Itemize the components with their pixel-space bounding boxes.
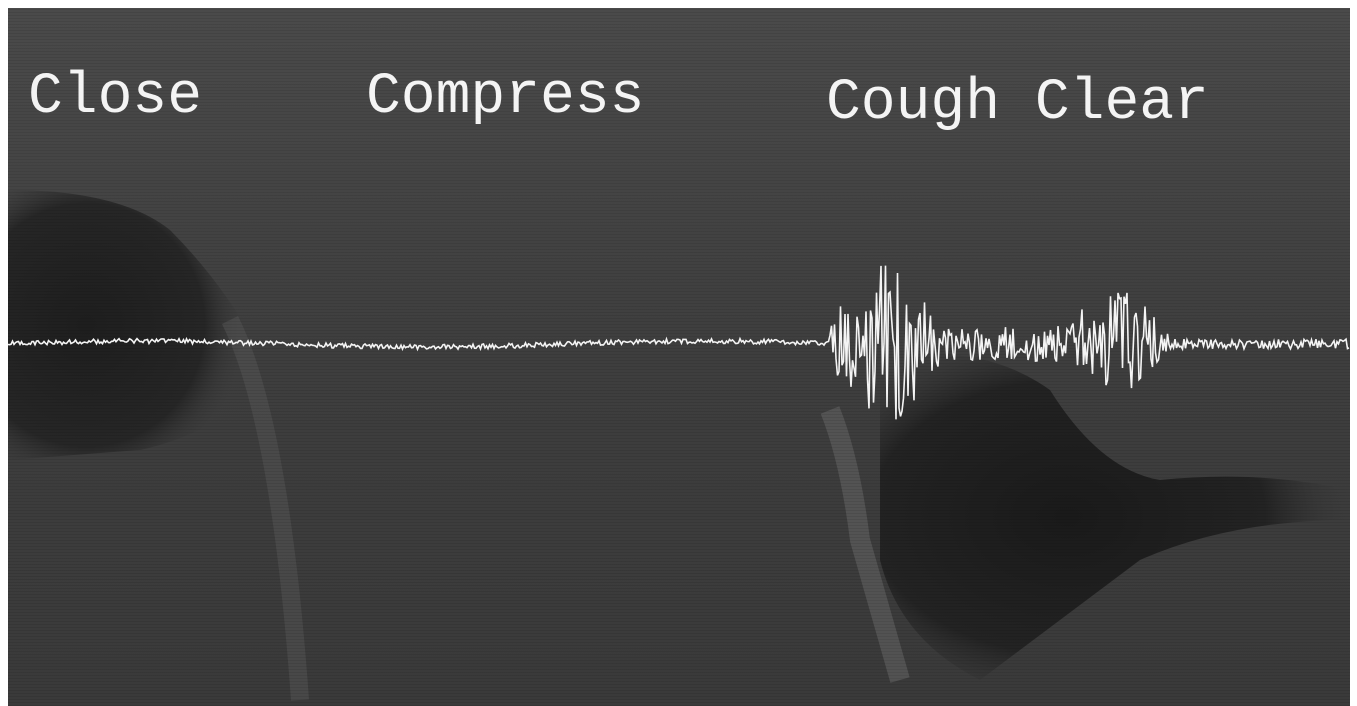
label: Cough Clear	[826, 71, 1209, 136]
waveform	[7, 265, 1350, 420]
label: Close	[28, 65, 202, 130]
label: Compress	[366, 65, 644, 130]
scan-lines	[8, 8, 1350, 706]
